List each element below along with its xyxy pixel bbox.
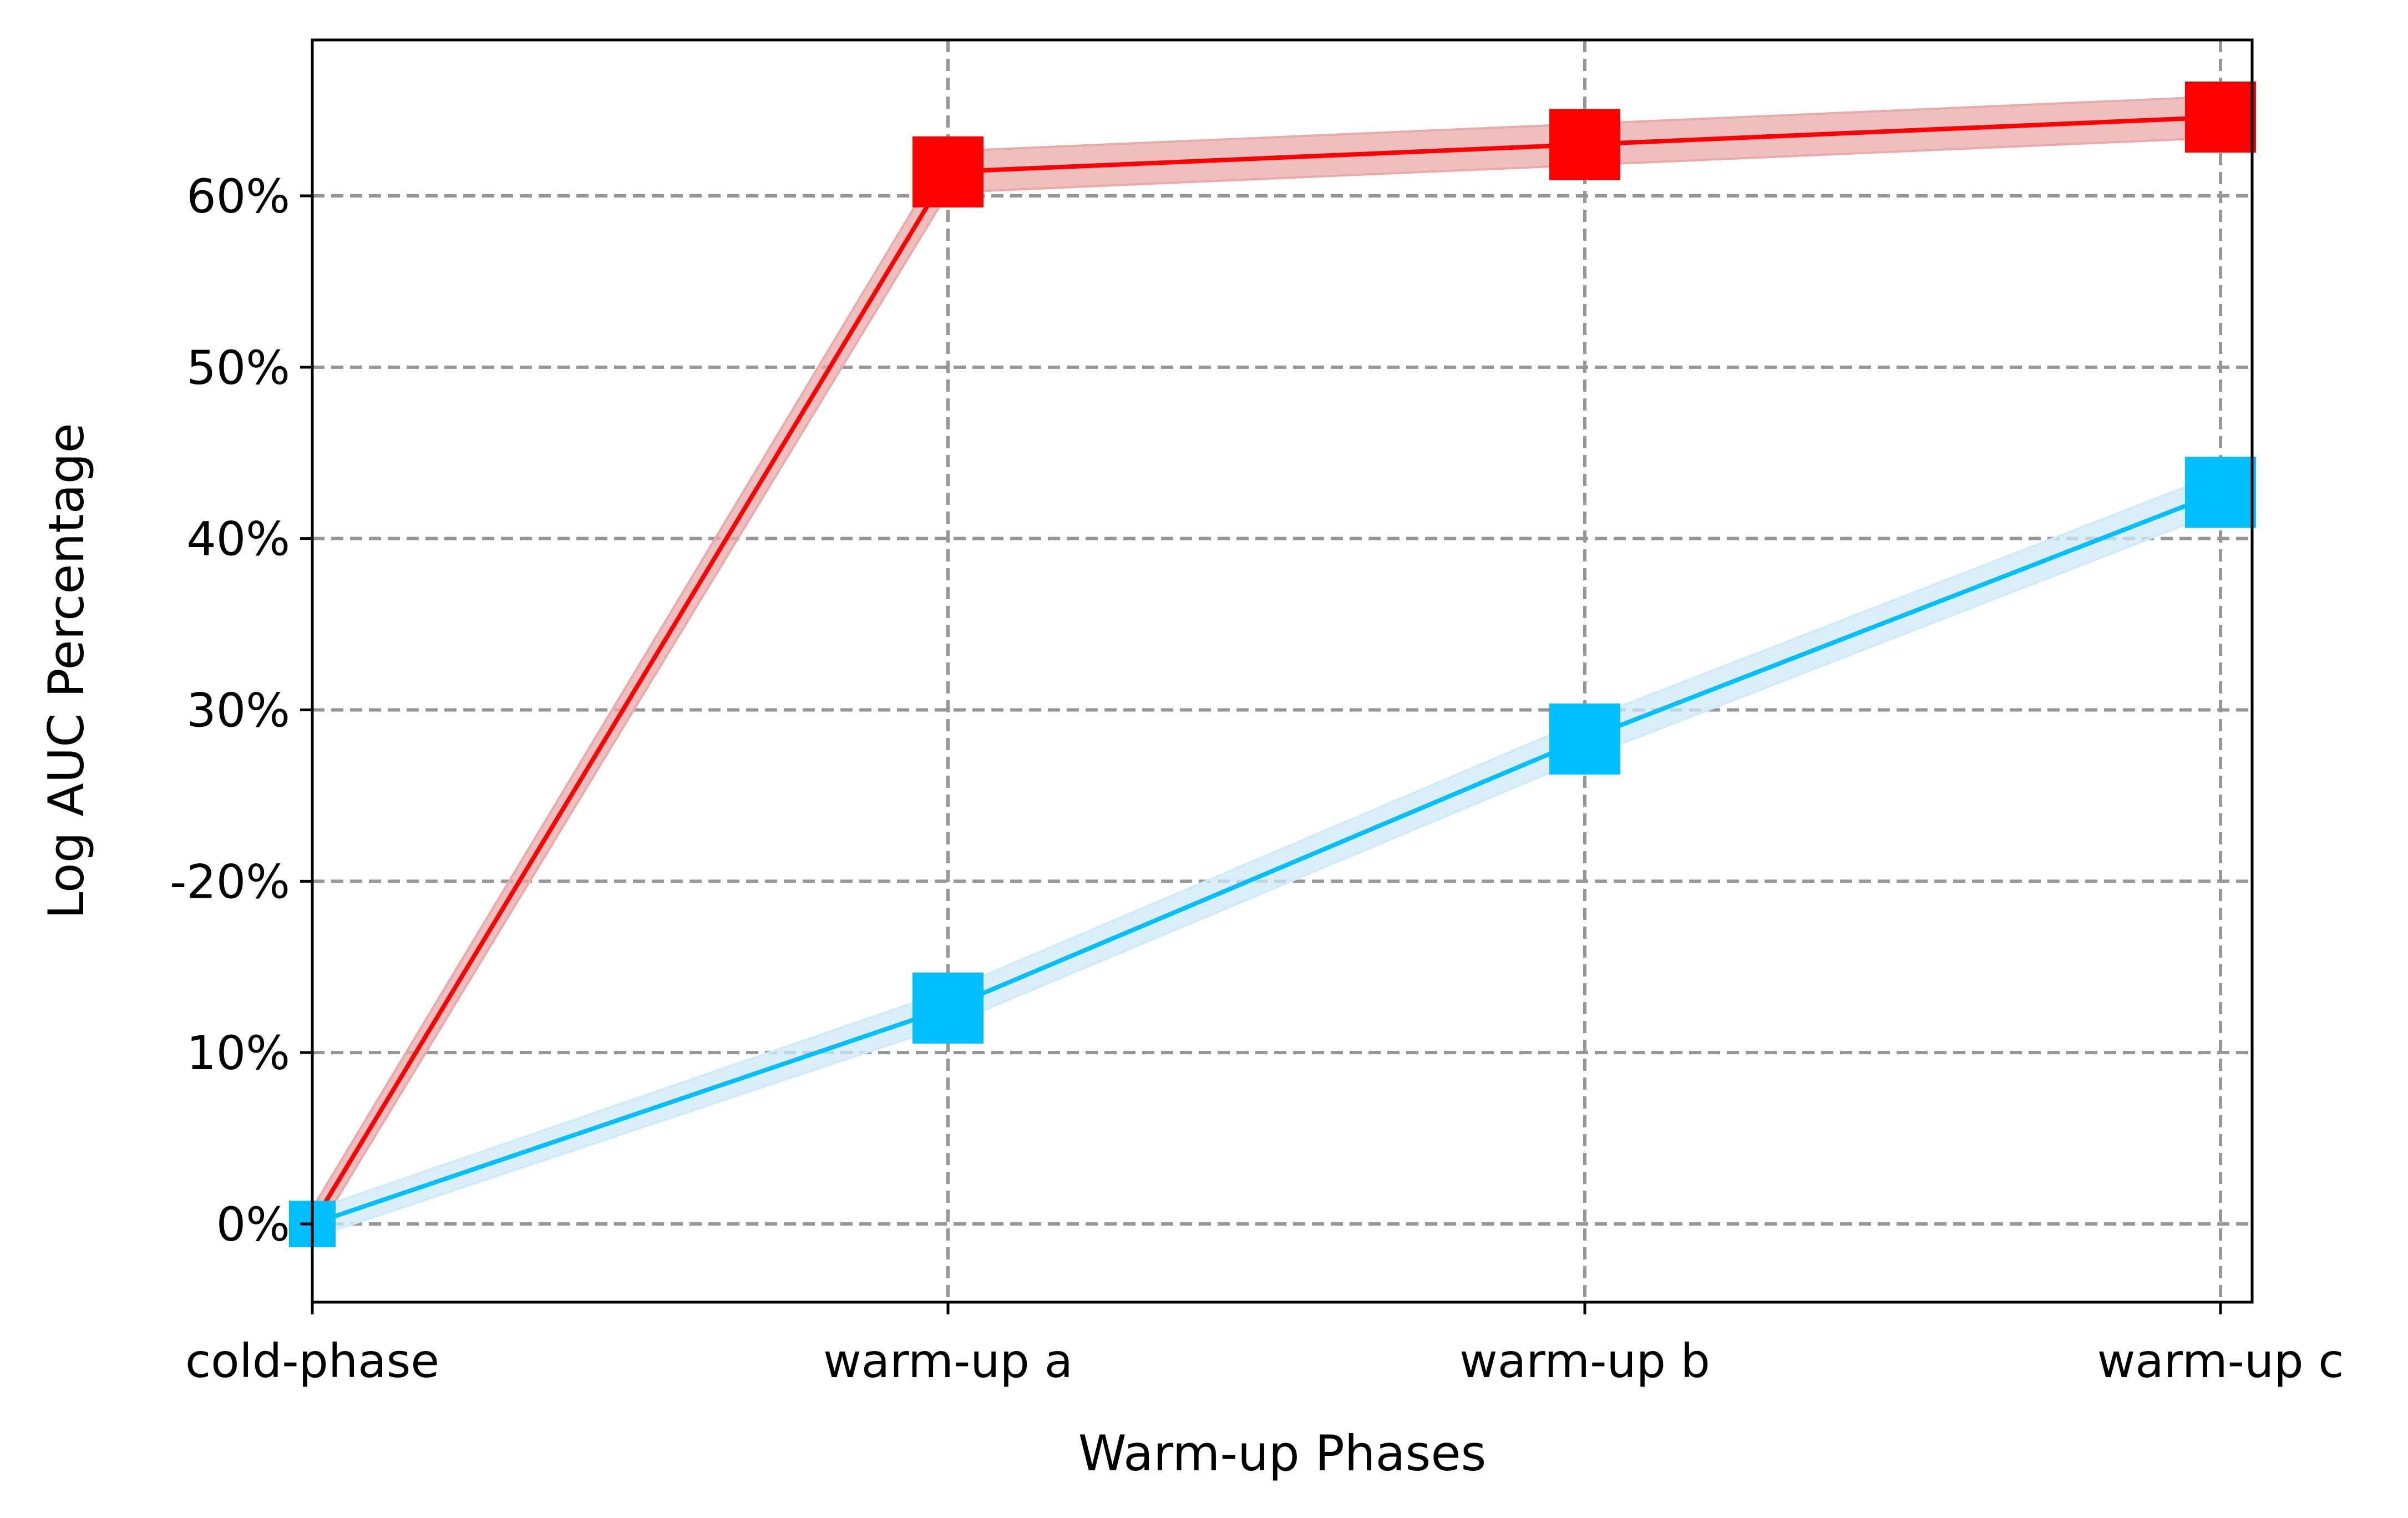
- series-2-marker: [1549, 704, 1620, 775]
- series-2-marker: [2185, 457, 2256, 528]
- x-tick-label: warm-up a: [823, 1334, 1073, 1388]
- series-1-line: [310, 114, 2221, 1226]
- series-markers: [289, 81, 2256, 1247]
- y-tick-label: 0%: [216, 1197, 290, 1252]
- confidence-bands: [311, 95, 2222, 1243]
- y-tick-label: 50%: [186, 341, 290, 395]
- y-axis-title: Log AUC Percentage: [38, 423, 95, 919]
- series-1-marker: [1549, 109, 1620, 180]
- series-2-marker: [912, 972, 984, 1044]
- series-2-band: [311, 472, 2222, 1239]
- x-axis-title: Warm-up Phases: [1078, 1425, 1487, 1482]
- tick-layer: 0% 10% -20% 30% 40% 50% 60% cold-phase warm-up a…: [170, 169, 2344, 1388]
- y-tick-label: -20%: [170, 854, 290, 909]
- y-tick-label: 40%: [186, 512, 290, 566]
- series-1-marker: [912, 136, 984, 208]
- x-tick-label: warm-up b: [1459, 1334, 1710, 1388]
- plot-frame: [311, 38, 2254, 1304]
- y-tick-label: 60%: [186, 169, 290, 224]
- series-1-marker: [2185, 81, 2256, 153]
- x-tick-label: cold-phase: [185, 1334, 439, 1388]
- series-1-band: [311, 95, 2222, 1243]
- series-lines: [310, 114, 2222, 1226]
- grid-layer: [312, 40, 2252, 1302]
- series-2-line: [311, 490, 2222, 1226]
- x-tick-label: warm-up c: [2097, 1334, 2344, 1388]
- y-tick-label: 30%: [186, 684, 290, 738]
- y-tick-label: 10%: [186, 1026, 290, 1080]
